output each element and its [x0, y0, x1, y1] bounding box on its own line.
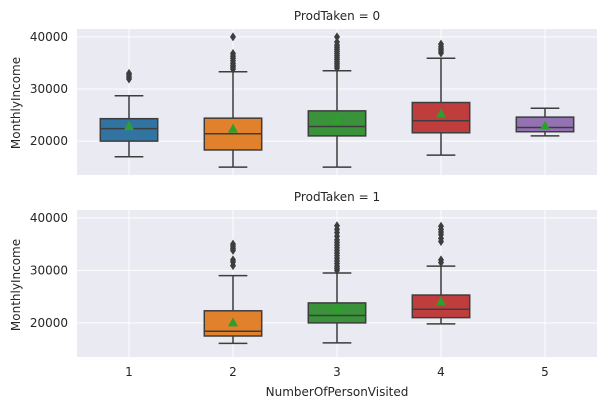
- y-tick-label: 40000: [30, 30, 68, 44]
- x-tick-label-5: 5: [541, 365, 549, 379]
- y-tick-label: 30000: [30, 82, 68, 96]
- outlier-point: [334, 37, 340, 47]
- outlier-point: [230, 32, 236, 42]
- mean-marker: [436, 296, 446, 306]
- mean-marker: [436, 108, 446, 118]
- panel-title-1: ProdTaken = 1: [294, 190, 380, 204]
- panel-prodtaken-1: 20000 30000 40000: [30, 210, 597, 357]
- mean-marker: [228, 123, 238, 133]
- box-5: [515, 107, 575, 137]
- box-3: [307, 221, 367, 344]
- iqr-box: [411, 101, 471, 134]
- y-axis-label-1: MonthlyIncome: [9, 239, 23, 331]
- outlier-point: [230, 239, 236, 249]
- mean-marker: [124, 120, 134, 130]
- box-4: [411, 39, 471, 156]
- x-tick-label-1: 1: [125, 365, 133, 379]
- outlier-point: [126, 68, 132, 78]
- outlier-point: [334, 32, 340, 42]
- outlier-point: [334, 221, 340, 231]
- x-tick-label-2: 2: [229, 365, 237, 379]
- y-tick-label: 30000: [30, 263, 68, 277]
- outlier-point: [438, 221, 444, 231]
- y-tick-label: 40000: [30, 211, 68, 225]
- x-axis-label: NumberOfPersonVisited: [266, 385, 409, 399]
- outlier-point: [230, 255, 236, 265]
- outlier-point: [438, 255, 444, 265]
- y-tick-label: 20000: [30, 134, 68, 148]
- mean-marker: [332, 115, 342, 125]
- outlier-point: [438, 39, 444, 49]
- box-2: [203, 32, 263, 168]
- panel-title-0: ProdTaken = 0: [294, 9, 380, 23]
- iqr-box: [411, 294, 471, 319]
- y-axis-label-0: MonthlyIncome: [9, 57, 23, 149]
- mean-marker: [332, 304, 342, 314]
- box-3: [307, 32, 367, 168]
- panel-prodtaken-0: 20000 30000 40000: [30, 29, 597, 175]
- mean-marker: [540, 120, 550, 130]
- x-tick-label-4: 4: [437, 365, 445, 379]
- box-4: [411, 221, 471, 325]
- mean-marker: [228, 317, 238, 327]
- outlier-point: [230, 49, 236, 59]
- x-tick-label-3: 3: [333, 365, 341, 379]
- box-2: [203, 239, 263, 345]
- y-tick-label: 20000: [30, 316, 68, 330]
- box-1: [99, 68, 159, 158]
